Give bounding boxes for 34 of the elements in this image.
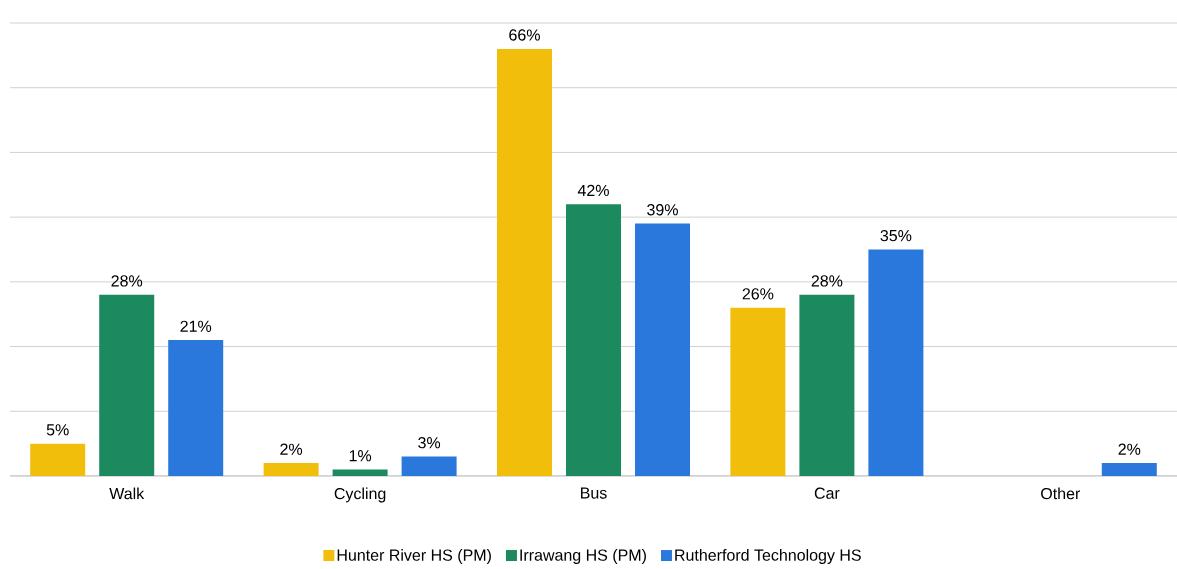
data-label: 28% — [811, 275, 843, 287]
legend-label: Hunter River HS (PM) — [337, 549, 491, 564]
data-label: 5% — [46, 424, 69, 436]
data-label: 21% — [180, 320, 212, 332]
x-tick-label: Other — [1041, 487, 1081, 500]
bar — [332, 469, 388, 476]
bar — [168, 340, 224, 476]
bar — [263, 463, 319, 476]
legend-label: Rutherford Technology HS — [675, 549, 861, 564]
bar — [730, 307, 786, 476]
data-label: 2% — [280, 443, 303, 455]
data-label: 66% — [509, 29, 540, 41]
data-label: 2% — [1118, 443, 1141, 455]
data-label: 1% — [349, 450, 372, 462]
x-tick-label: Cycling — [334, 487, 386, 503]
x-tick-label: Car — [814, 487, 840, 499]
bar — [566, 204, 621, 476]
bar — [1101, 463, 1157, 476]
bar — [497, 48, 553, 476]
data-label: 39% — [647, 204, 678, 216]
legend-label: Irrawang HS (PM) — [520, 549, 646, 564]
bar — [30, 443, 86, 476]
bar — [799, 294, 855, 476]
bar — [99, 294, 155, 476]
data-label: 26% — [742, 288, 774, 300]
bar — [635, 223, 690, 476]
x-tick-label: Walk — [109, 487, 145, 500]
bar — [401, 456, 457, 476]
data-label: 35% — [880, 229, 912, 242]
x-tick-label: Bus — [581, 487, 607, 499]
bar — [868, 249, 924, 476]
data-label: 28% — [111, 275, 143, 287]
data-label: 42% — [577, 184, 609, 196]
data-label: 3% — [418, 437, 441, 449]
